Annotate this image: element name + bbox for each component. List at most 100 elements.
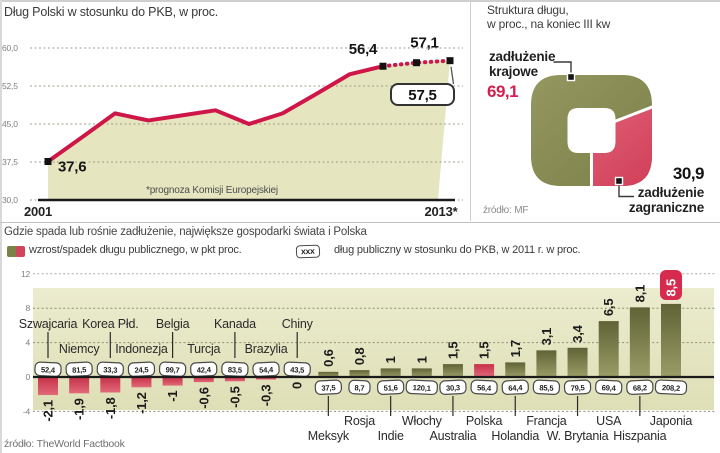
svg-text:30,3: 30,3: [446, 383, 460, 393]
svg-text:8,7: 8,7: [354, 383, 364, 392]
svg-text:Meksyk: Meksyk: [308, 429, 350, 443]
svg-text:*prognoza Komisji Europejskiej: *prognoza Komisji Europejskiej: [146, 185, 278, 196]
svg-text:56,4: 56,4: [349, 41, 378, 58]
svg-text:-1,2: -1,2: [134, 392, 149, 414]
line-chart-title: Dług Polski w stosunku do PKB, w proc.: [4, 5, 219, 19]
svg-text:1,5: 1,5: [477, 342, 492, 359]
svg-text:USA: USA: [596, 414, 622, 428]
svg-text:24,5: 24,5: [134, 365, 149, 375]
domestic-debt-value: 69,1: [487, 82, 519, 101]
svg-text:3,4: 3,4: [570, 324, 585, 342]
svg-text:6,5: 6,5: [601, 299, 616, 316]
svg-text:1,5: 1,5: [445, 342, 460, 359]
svg-text:Hiszpania: Hiszpania: [613, 429, 666, 443]
svg-text:52,5: 52,5: [2, 81, 18, 91]
svg-text:8,1: 8,1: [632, 285, 647, 302]
debt-structure-panel: Struktura długu, w proc., na koniec III …: [483, 0, 720, 222]
svg-text:68,2: 68,2: [633, 383, 647, 393]
svg-text:83,5: 83,5: [228, 365, 243, 375]
section-divider-line: [0, 221, 720, 224]
svg-text:85,5: 85,5: [539, 383, 554, 393]
svg-text:Francja: Francja: [526, 414, 567, 428]
top-edge-line: [0, 0, 720, 2]
svg-text:Włochy: Włochy: [402, 414, 443, 428]
legend-xxx-box: xxx: [295, 244, 320, 259]
svg-text:79,5: 79,5: [570, 383, 585, 393]
column-divider-line: [469, 2, 471, 221]
domestic-debt-label: zadłużenie krajowe: [489, 49, 556, 79]
svg-text:43,5: 43,5: [290, 365, 305, 375]
svg-text:Japonia: Japonia: [650, 414, 693, 428]
svg-text:45,0: 45,0: [2, 119, 18, 129]
svg-text:Indie: Indie: [378, 429, 404, 443]
svg-text:52,4: 52,4: [41, 365, 56, 375]
svg-text:-0,6: -0,6: [196, 387, 211, 409]
svg-text:56,4: 56,4: [477, 383, 492, 393]
foreign-debt-label: zadłużenie zagraniczne: [628, 185, 704, 215]
svg-text:-4: -4: [23, 406, 31, 416]
svg-text:Brazylia: Brazylia: [245, 342, 288, 356]
svg-text:-1: -1: [165, 391, 180, 402]
svg-text:-1,9: -1,9: [72, 398, 87, 420]
left-edge-line: [0, 0, 2, 453]
structure-title-line1: Struktura długu,: [487, 3, 569, 17]
svg-text:-0,3: -0,3: [259, 385, 274, 407]
svg-text:1,7: 1,7: [508, 340, 523, 357]
svg-text:69,4: 69,4: [601, 383, 616, 393]
svg-text:2013*: 2013*: [425, 204, 459, 219]
svg-text:-0,5: -0,5: [227, 386, 242, 408]
source-mf: źródło: MF: [483, 205, 529, 216]
svg-text:W. Brytania: W. Brytania: [547, 429, 609, 443]
svg-text:57,5: 57,5: [408, 87, 436, 104]
svg-text:Polska: Polska: [466, 414, 503, 428]
svg-text:0,6: 0,6: [321, 349, 336, 366]
debt-structure-donut-chart: [531, 61, 652, 198]
svg-text:42,4: 42,4: [197, 365, 212, 375]
svg-text:1: 1: [414, 356, 429, 363]
svg-text:Chiny: Chiny: [282, 317, 314, 331]
svg-text:Belgia: Belgia: [156, 317, 190, 331]
svg-text:37,5: 37,5: [2, 157, 18, 167]
svg-text:37,6: 37,6: [58, 158, 86, 175]
svg-text:Rosja: Rosja: [344, 414, 375, 428]
svg-text:33,3: 33,3: [103, 365, 117, 375]
svg-text:3,1: 3,1: [539, 328, 554, 345]
debt-to-gdp-line-chart: 60,0 52,5 45,0 37,5 30,0 *prognoza Komisji Eu…: [2, 35, 463, 219]
svg-text:Holandia: Holandia: [491, 429, 539, 443]
structure-title-line2: w proc., na koniec III kw: [487, 17, 611, 31]
box-legend-label: dług publiczny w stosunku do PKB, w 2011…: [334, 244, 581, 256]
debt-change-bar-chart: 12 8 4 0 -4 -2,1 52,4 Szwajcaria -1,9 81,5 Niemcy -…: [19, 269, 716, 443]
svg-text:30,0: 30,0: [2, 195, 18, 205]
svg-text:51,6: 51,6: [384, 383, 398, 393]
svg-text:1: 1: [383, 356, 398, 363]
svg-text:Niemcy: Niemcy: [59, 342, 100, 356]
svg-text:12: 12: [21, 269, 31, 279]
bar-legend-swatch-icon: [7, 246, 25, 257]
svg-text:99,7: 99,7: [165, 365, 179, 375]
foreign-debt-value: 30,9: [672, 164, 705, 183]
svg-text:64,4: 64,4: [508, 383, 523, 393]
svg-text:8: 8: [25, 303, 30, 313]
svg-text:-1,8: -1,8: [103, 397, 118, 419]
svg-text:4: 4: [25, 338, 30, 348]
svg-text:0: 0: [25, 372, 30, 382]
svg-text:81,5: 81,5: [72, 365, 87, 375]
svg-text:Indonezja: Indonezja: [115, 342, 168, 356]
svg-text:Szwajcaria: Szwajcaria: [19, 317, 78, 331]
svg-text:Australia: Australia: [430, 429, 477, 443]
svg-text:208,2: 208,2: [662, 383, 680, 393]
svg-text:57,1: 57,1: [410, 35, 438, 52]
svg-text:0,8: 0,8: [352, 348, 367, 365]
bar-legend-label: wzrost/spadek długu publicznego, w pkt p…: [29, 244, 242, 256]
svg-text:60,0: 60,0: [2, 43, 18, 53]
structure-title: Struktura długu, w proc., na koniec III …: [487, 3, 610, 31]
svg-text:0: 0: [290, 382, 305, 389]
svg-text:37,5: 37,5: [321, 383, 336, 393]
svg-text:-2,1: -2,1: [41, 400, 56, 422]
svg-text:8,5: 8,5: [664, 279, 679, 296]
svg-text:120,1: 120,1: [413, 383, 432, 393]
svg-text:54,4: 54,4: [259, 365, 274, 375]
svg-text:Korea Płd.: Korea Płd.: [82, 317, 138, 331]
svg-text:2001: 2001: [24, 204, 52, 219]
